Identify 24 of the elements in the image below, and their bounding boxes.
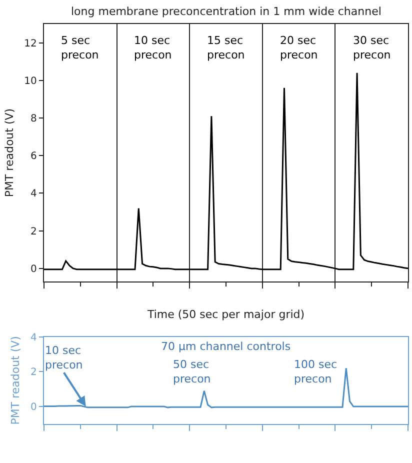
y-tick-label: 6	[30, 151, 37, 162]
y-axis-title: PMT readout (V)	[9, 336, 22, 425]
annotation: 30 sec precon	[353, 34, 391, 62]
y-tick-label: 0	[30, 264, 37, 275]
y-tick-label: 4	[30, 332, 37, 344]
y-tick-label: 12	[24, 38, 37, 50]
annotation: 10 sec precon	[134, 34, 172, 62]
y-tick-label: 8	[30, 114, 37, 125]
y-tick-label: 0	[30, 402, 37, 414]
annotation: 100 sec precon	[294, 358, 338, 386]
y-axis-title: PMT readout (V)	[2, 108, 16, 198]
chart-title: long membrane preconcentration in 1 mm wide channel	[71, 5, 382, 18]
annotation: 15 sec precon	[207, 34, 245, 62]
x-axis-title: Time (50 sec per major grid)	[146, 308, 305, 321]
annotation: 70 μm channel controls	[161, 340, 291, 353]
annotation: 50 sec precon	[173, 358, 211, 386]
annotation: 5 sec precon	[61, 34, 99, 62]
y-tick-label: 2	[30, 226, 37, 238]
annotation: 10 sec precon	[45, 344, 83, 372]
y-tick-label: 4	[30, 188, 37, 200]
annotation: 20 sec precon	[280, 34, 318, 62]
y-tick-label: 10	[24, 76, 37, 87]
y-tick-label: 2	[30, 367, 37, 378]
line-series	[44, 72, 408, 270]
